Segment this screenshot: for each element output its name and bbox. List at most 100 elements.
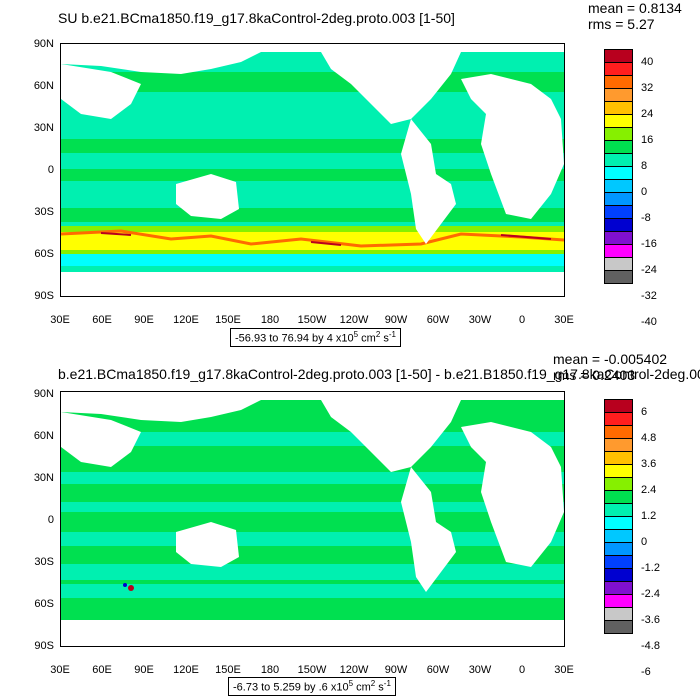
map-svg (61, 392, 564, 646)
xtick-label: 30E (50, 314, 70, 326)
colorbar-cell (604, 477, 633, 491)
xtick-label: 0 (518, 664, 526, 676)
ytick-label: 0 (47, 514, 54, 526)
colorbar-cell (604, 620, 633, 634)
colorbar-cell (604, 555, 633, 569)
colorbar-cell (604, 399, 633, 413)
xtick-label: 150W (297, 314, 327, 326)
ytick-label: 90S (34, 290, 54, 302)
colorbar-level-label: -16 (641, 238, 657, 250)
xtick-label: 120W (339, 314, 369, 326)
plot-title: SU b.e21.BCma1850.f19_g17.8kaControl-2de… (58, 10, 455, 26)
range-label: -56.93 to 76.94 by 4 x105 cm2 s-1 (230, 328, 401, 347)
colorbar-cell (604, 166, 633, 180)
colorbar-cell (604, 153, 633, 167)
plot-title: b.e21.BCma1850.f19_g17.8kaControl-2deg.p… (58, 366, 700, 382)
colorbar-cell (604, 607, 633, 621)
xtick-label: 90E (134, 314, 154, 326)
anomaly-spot (123, 583, 127, 587)
range-text: -6.73 to 5.259 by .6 x10 (233, 681, 349, 694)
colorbar-level-label: -8 (641, 212, 651, 224)
range-unit-exponent-2: -1 (383, 679, 391, 688)
ytick-label: 60N (33, 80, 54, 92)
ytick-label: 90N (33, 388, 54, 400)
ytick-label: 30S (34, 556, 54, 568)
range-unit: cm (358, 332, 376, 345)
xtick-label: 0 (518, 314, 526, 326)
rms-stat: rms = 5.27 (588, 16, 655, 32)
eurasia (61, 400, 261, 422)
antarctica (61, 620, 564, 646)
band-teal-5 (61, 564, 564, 580)
range-unit-exponent: 2 (370, 679, 376, 688)
africa-europe (461, 422, 564, 567)
south-america (401, 467, 456, 592)
colorbar-level-label: -1.2 (641, 562, 660, 574)
colorbar-cell (604, 205, 633, 219)
top-panel: SU b.e21.BCma1850.f19_g17.8kaControl-2de… (33, 0, 682, 347)
colorbar-level-label: -2.4 (641, 588, 660, 600)
band-south-a (61, 208, 564, 222)
colorbar-cell (604, 218, 633, 232)
colorbar-cell (604, 75, 633, 89)
colorbar-cell (604, 88, 633, 102)
colorbar-level-label: 0 (641, 186, 648, 198)
band-teal-4 (61, 532, 564, 546)
australia (176, 522, 239, 567)
colorbar-cell (604, 594, 633, 608)
xtick-label: 180 (260, 314, 280, 326)
colorbar-cell (604, 503, 633, 517)
range-text: -56.93 to 76.94 by 4 x10 (235, 332, 354, 345)
xtick-label: 90W (384, 664, 408, 676)
arctic-cap (61, 392, 564, 400)
colorbar-cell (604, 192, 633, 206)
colorbar-level-label: -6 (641, 666, 651, 678)
xtick-label: 120E (173, 664, 199, 676)
polar-band (61, 254, 564, 266)
map-plot-area (60, 391, 565, 647)
colorbar-level-label: -40 (641, 316, 657, 328)
map-svg (61, 44, 564, 296)
xtick-label: 60W (426, 664, 450, 676)
colorbar-cell (604, 451, 633, 465)
range-label: -6.73 to 5.259 by .6 x105 cm2 s-1 (228, 677, 396, 696)
colorbar-cell (604, 516, 633, 530)
xtick-label: 60E (92, 314, 112, 326)
colorbar-cell (604, 179, 633, 193)
colorbar-level-label: -3.6 (641, 614, 660, 626)
colorbar-level-label: 16 (641, 134, 654, 146)
xtick-label: 150E (215, 314, 241, 326)
colorbar-cell (604, 140, 633, 154)
xtick-label: 120W (339, 664, 369, 676)
anomaly-spot (128, 585, 134, 591)
antarctica (61, 272, 564, 296)
bottom-panel: b.e21.BCma1850.f19_g17.8kaControl-2deg.p… (0, 350, 700, 700)
colorbar (604, 399, 633, 634)
ytick-label: 30N (33, 472, 54, 484)
colorbar-cell (604, 127, 633, 141)
xtick-label: 30W (468, 314, 492, 326)
colorbar-cell (604, 581, 633, 595)
acc-max (100, 232, 552, 246)
rms-stat: rms = 0.2403 (553, 367, 636, 383)
band-teal-6 (61, 584, 564, 598)
range-exponent: 5 (348, 679, 354, 688)
colorbar-cell (604, 231, 633, 245)
ytick-label: 60S (34, 248, 54, 260)
xtick-label: 90E (134, 664, 154, 676)
ytick-label: 60N (33, 430, 54, 442)
colorbar-cell (604, 490, 633, 504)
colorbar-cell (604, 425, 633, 439)
range-unit-tail: s (380, 332, 389, 345)
colorbar-level-label: 0 (641, 536, 648, 548)
colorbar-cell (604, 542, 633, 556)
acc-jet (61, 229, 564, 248)
xtick-label: 30W (468, 664, 492, 676)
colorbar-cell (604, 568, 633, 582)
colorbar-level-label: 6 (641, 406, 648, 418)
range-unit-tail: s (375, 681, 384, 694)
colorbar-level-label: -24 (641, 264, 657, 276)
north-america (321, 400, 461, 472)
arctic-cap (61, 44, 564, 52)
colorbar-level-label: -4.8 (641, 640, 660, 652)
